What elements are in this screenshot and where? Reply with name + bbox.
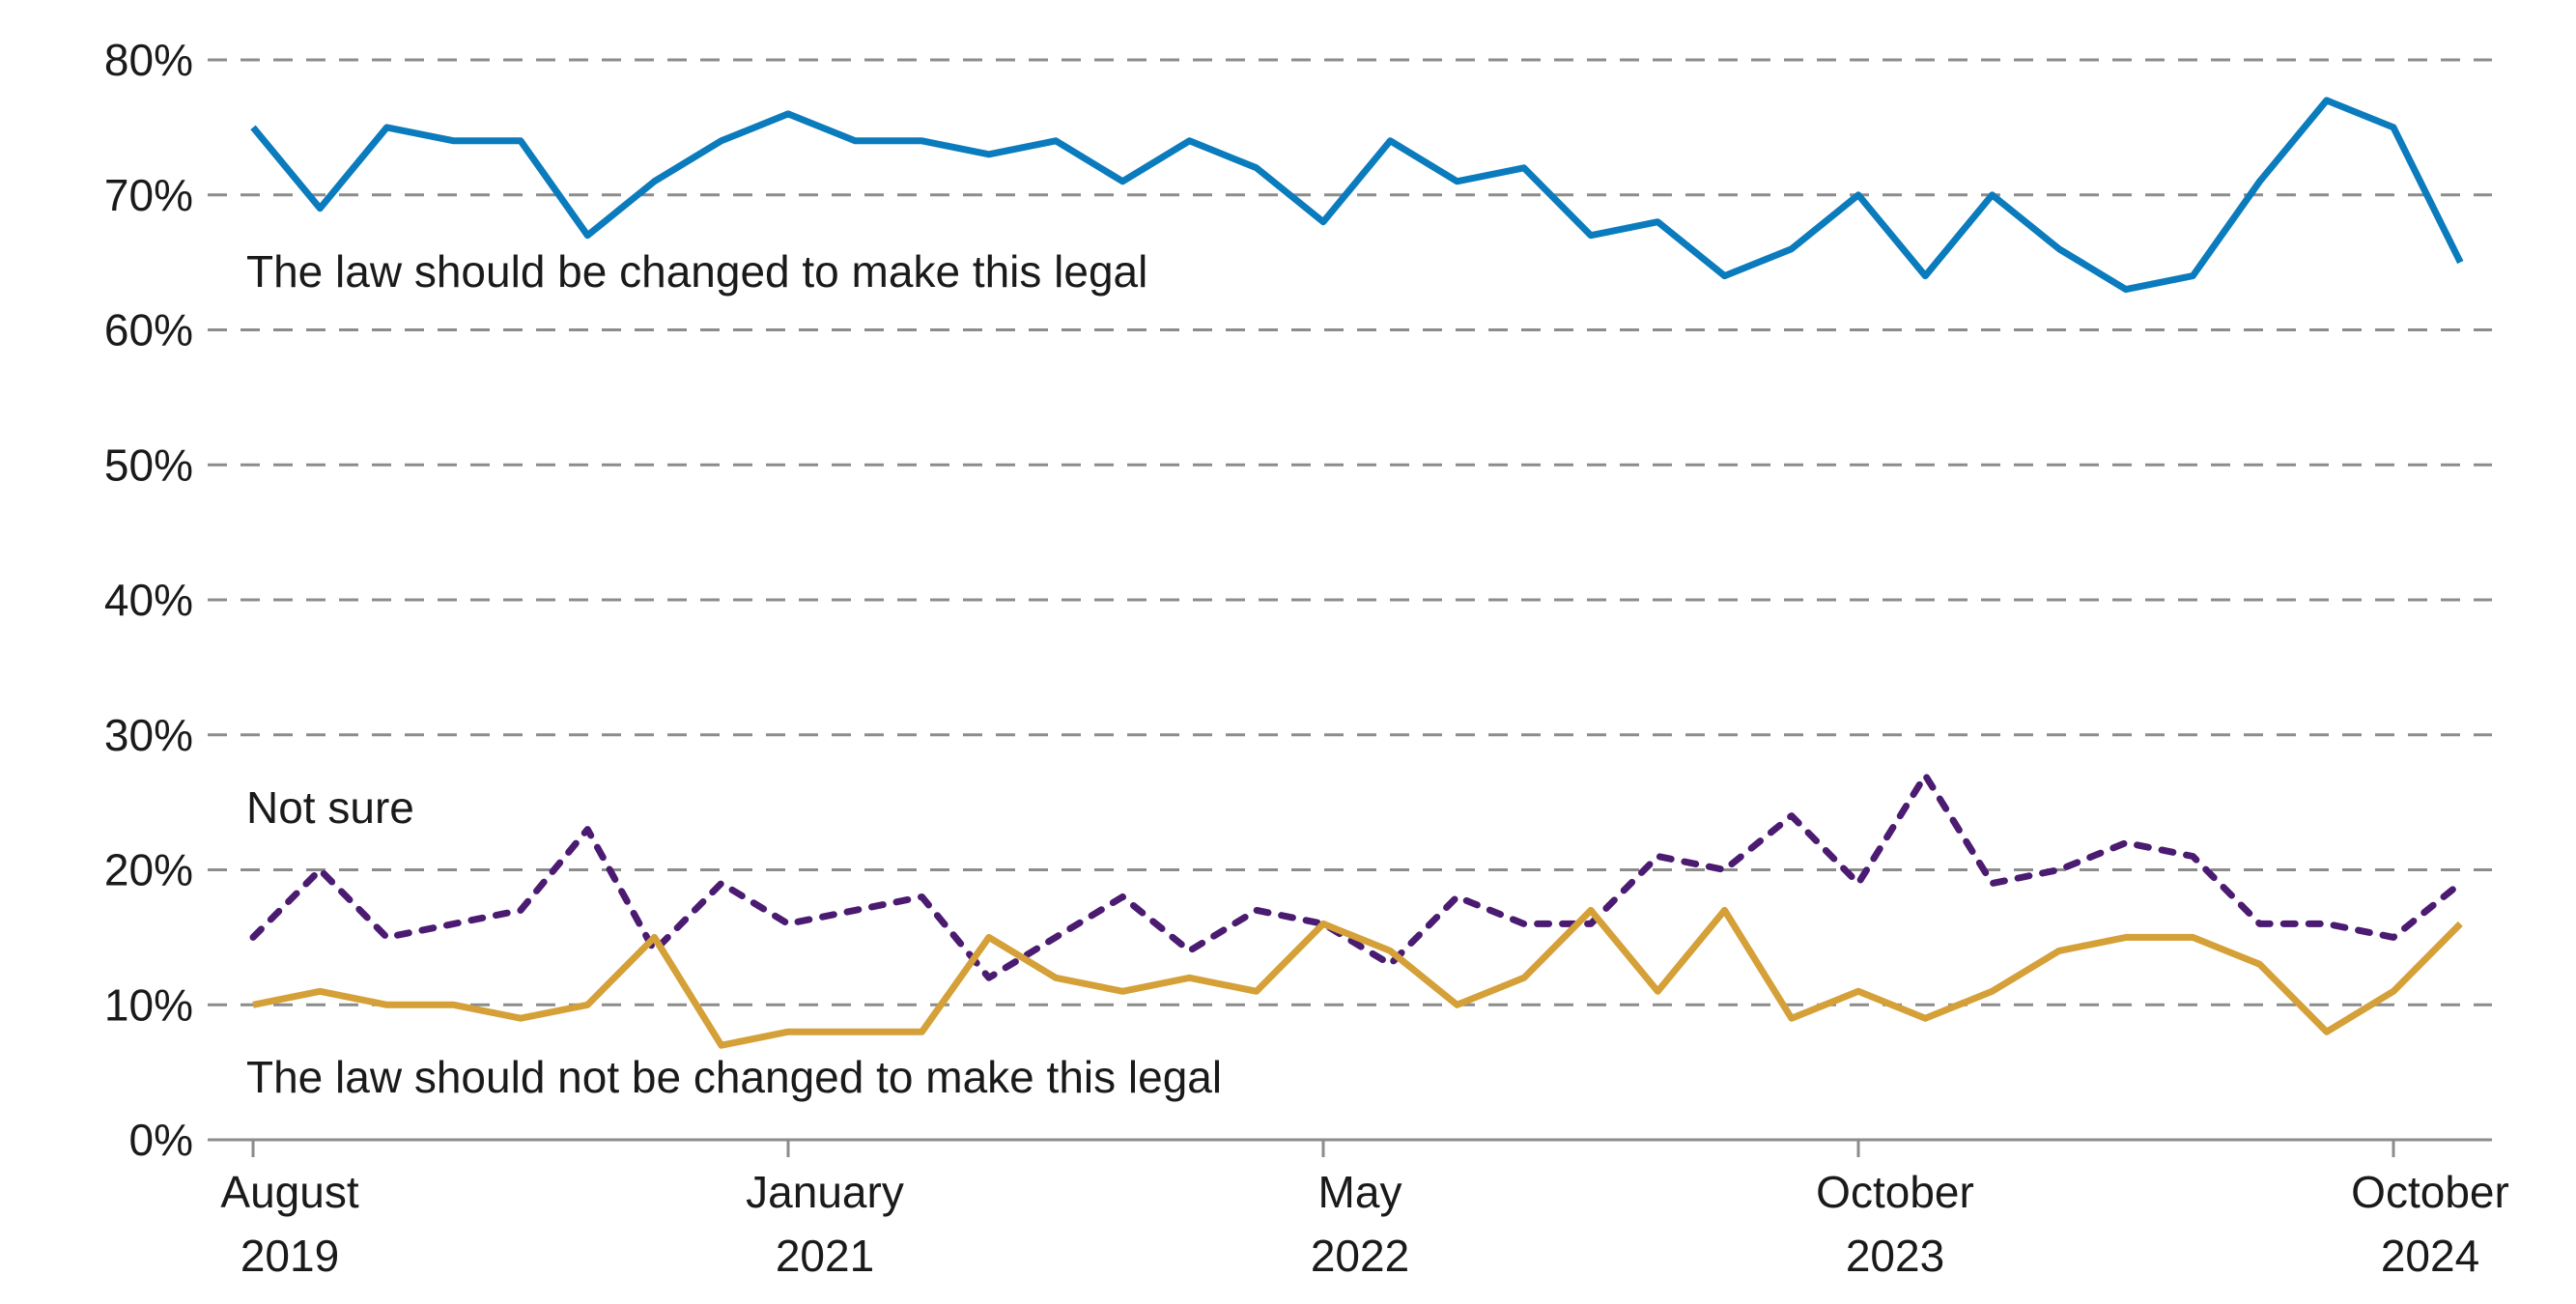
x-axis-ticks (251, 1140, 2395, 1157)
x-tick-label-year: 2022 (1311, 1231, 1409, 1281)
y-tick-label: 60% (104, 305, 193, 355)
y-tick-label: 30% (104, 710, 193, 760)
series-line-not-sure (249, 772, 2464, 981)
y-tick-label: 20% (104, 845, 193, 895)
series-line-legal (250, 97, 2464, 294)
x-tick-label-month: October (2351, 1167, 2509, 1217)
y-axis-tick-labels: 0% 10% 20% 30% 40% 50% 60% 70% 80% (104, 35, 193, 1165)
x-tick-label-year: 2024 (2381, 1231, 2479, 1281)
gridlines (208, 58, 2492, 1006)
y-tick-label: 70% (104, 170, 193, 220)
x-tick-label-month: January (746, 1167, 904, 1217)
y-tick-label: 10% (104, 979, 193, 1030)
series-label-legal: The law should be changed to make this l… (246, 246, 1147, 297)
series-label-not-sure: Not sure (246, 782, 414, 833)
x-tick-label-month: August (220, 1167, 358, 1217)
y-tick-label: 0% (129, 1115, 193, 1165)
y-tick-label: 40% (104, 575, 193, 625)
x-tick-label-year: 2019 (241, 1231, 339, 1281)
y-tick-label: 50% (104, 439, 193, 490)
x-axis-tick-labels: August 2019 January 2021 May 2022 October 2023 O… (220, 1167, 2508, 1281)
series-label-not-legal: The law should not be changed to make th… (246, 1052, 1222, 1102)
series-line-not-legal (252, 906, 2463, 1049)
y-tick-label: 80% (104, 35, 193, 85)
x-tick-label-month: October (1816, 1167, 1974, 1217)
x-tick-label-year: 2021 (776, 1231, 874, 1281)
x-tick-label-month: May (1318, 1167, 1402, 1217)
x-tick-label-year: 2023 (1846, 1231, 1944, 1281)
series-lines (249, 97, 2464, 1049)
